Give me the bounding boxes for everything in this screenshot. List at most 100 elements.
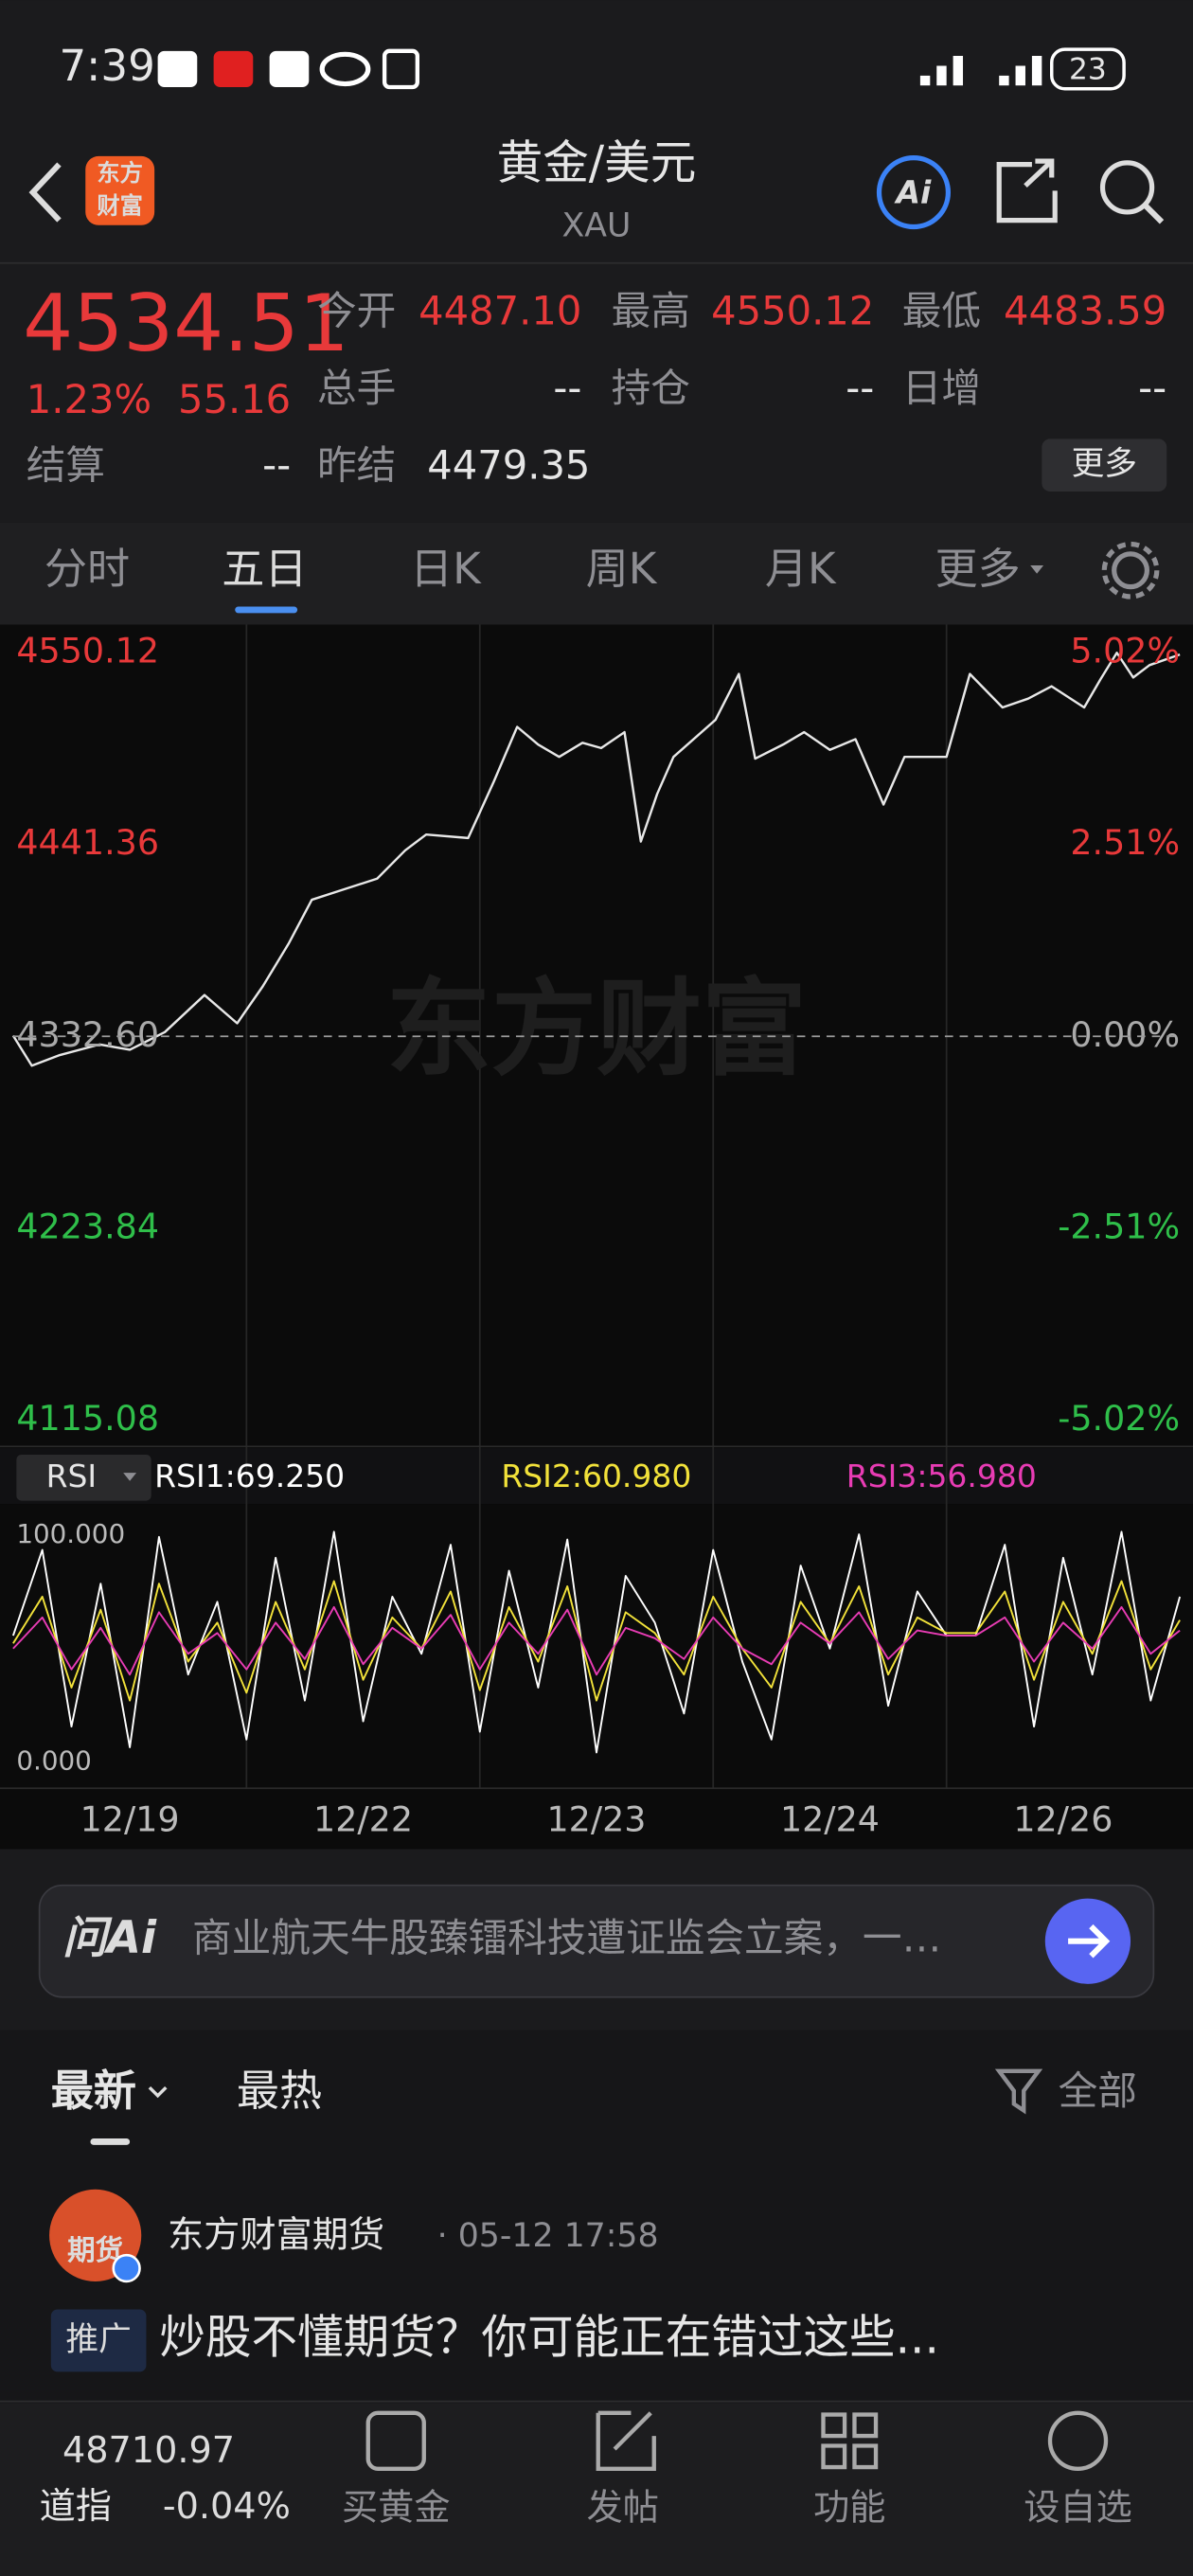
y-tick-label: 4550.12 xyxy=(16,631,159,671)
settings-button[interactable] xyxy=(1112,551,1150,590)
app-logo-text: 东方 xyxy=(97,159,143,187)
notif-icon xyxy=(382,48,419,90)
field-label: 持仓 xyxy=(612,365,690,411)
dropdown-arrow xyxy=(148,2085,168,2099)
status-time: 7:39 xyxy=(59,41,154,91)
rsi-line xyxy=(12,1580,1181,1702)
x-tick-label: 12/23 xyxy=(546,1799,646,1840)
tab-active[interactable]: 五日 xyxy=(222,544,307,594)
indicator-select[interactable] xyxy=(16,1454,151,1501)
ai-logo: 问Ai xyxy=(62,1913,157,1964)
filter-label[interactable]: 全部 xyxy=(1059,2067,1137,2114)
field-label: 日增 xyxy=(902,365,981,411)
rsi-line xyxy=(12,1605,1181,1676)
field-label: 最低 xyxy=(902,288,981,334)
nav-label[interactable]: 设自选 xyxy=(1024,2488,1132,2530)
y2-tick-label: -2.51% xyxy=(1058,1206,1180,1246)
tab-bar-bg xyxy=(0,522,1193,625)
promo-badge-label: 推广 xyxy=(65,2320,131,2358)
y-tick-label: 100.000 xyxy=(16,1518,125,1549)
index-value[interactable]: 48710.97 xyxy=(62,2430,235,2472)
field-label: 总手 xyxy=(317,365,396,411)
nav-icon[interactable] xyxy=(596,2410,656,2471)
ai-button-label[interactable]: Ai xyxy=(894,173,933,210)
index-change[interactable]: -0.04% xyxy=(163,2486,291,2528)
search-button[interactable] xyxy=(1143,203,1165,224)
field-value: -- xyxy=(1138,365,1166,411)
field-label: 最高 xyxy=(612,288,690,334)
feed-tab-active[interactable]: 最新 xyxy=(51,2066,136,2116)
dropdown-arrow xyxy=(123,1473,137,1481)
notif-icon xyxy=(213,50,254,88)
field-label: 昨结 xyxy=(317,442,396,489)
tab[interactable]: 分时 xyxy=(45,544,130,594)
app-logo-text: 财富 xyxy=(97,192,143,220)
more-button[interactable] xyxy=(1042,438,1167,492)
tab[interactable]: 更多 xyxy=(935,544,1021,594)
nav-icon[interactable] xyxy=(365,2410,426,2471)
y-tick-label: 0.000 xyxy=(16,1745,91,1777)
post-author[interactable]: 东方财富期货 xyxy=(168,2215,384,2257)
price-line xyxy=(11,652,1181,1067)
header-title: 黄金/美元 xyxy=(497,136,697,189)
nav-icon[interactable] xyxy=(1047,2410,1109,2471)
legend-entry: RSI1:69.250 xyxy=(154,1458,345,1494)
post-avatar-text: 期货 xyxy=(67,2234,123,2266)
search-button[interactable] xyxy=(1099,160,1155,215)
field-value: -- xyxy=(846,365,874,411)
field-value: 4483.59 xyxy=(1004,288,1166,334)
change-pct: 1.23% xyxy=(27,376,151,422)
tab[interactable]: 日K xyxy=(410,544,482,594)
nav-icon[interactable] xyxy=(821,2412,879,2470)
index-name[interactable]: 道指 xyxy=(40,2486,112,2528)
ai-search-text[interactable]: 商业航天牛股臻镭科技遭证监会立案，一… xyxy=(192,1915,941,1961)
legend-entry: RSI2:60.980 xyxy=(501,1458,691,1494)
y-tick-label: 4332.60 xyxy=(16,1014,159,1055)
tab[interactable]: 月K xyxy=(765,544,837,594)
feed-tab[interactable]: 最热 xyxy=(237,2066,322,2116)
ai-search-bar[interactable] xyxy=(38,1884,1155,1998)
filter-icon[interactable] xyxy=(994,2068,1043,2115)
y2-tick-label: -5.02% xyxy=(1058,1398,1180,1439)
post-text[interactable]: 炒股不懂期货？你可能正在错过这些... xyxy=(159,2311,939,2364)
field-value: 4479.35 xyxy=(427,442,590,489)
x-tick-label: 12/26 xyxy=(1013,1799,1113,1840)
notif-icon xyxy=(319,51,371,87)
last-price: 4534.51 xyxy=(23,277,348,369)
verified-badge xyxy=(112,2253,141,2283)
notif-icon xyxy=(157,50,198,88)
notif-icon xyxy=(269,50,310,88)
watermark: 东方财富 xyxy=(386,969,807,1091)
ai-send-icon[interactable] xyxy=(1068,1923,1111,1959)
field-label: 结算 xyxy=(27,442,105,489)
y2-tick-label: 0.00% xyxy=(1070,1014,1180,1055)
nav-label[interactable]: 功能 xyxy=(813,2488,885,2530)
rsi-header-bg xyxy=(0,1448,1193,1505)
nav-label[interactable]: 买黄金 xyxy=(342,2488,451,2530)
indicator-select-label[interactable]: RSI xyxy=(46,1458,98,1494)
tab-indicator xyxy=(235,606,298,614)
tab[interactable]: 周K xyxy=(586,544,658,594)
ai-button[interactable] xyxy=(876,155,952,230)
field-label: 今开 xyxy=(317,288,396,334)
x-tick-label: 12/19 xyxy=(80,1799,180,1840)
x-tick-label: 12/22 xyxy=(313,1799,413,1840)
more-button-label[interactable]: 更多 xyxy=(1072,445,1137,483)
chart-bg xyxy=(0,624,1193,1850)
charts: 东方财富 4550.12 4441.36 4332.60 4223.84 4115.08 5… xyxy=(0,624,1193,1840)
top-bg xyxy=(0,0,1193,523)
signal-icon xyxy=(919,56,1042,86)
field-value: -- xyxy=(553,365,581,411)
nav-label[interactable]: 发帖 xyxy=(587,2488,659,2530)
x-tick-label: 12/24 xyxy=(780,1799,880,1840)
change: 55.16 xyxy=(178,376,291,422)
share-button[interactable] xyxy=(996,158,1058,224)
back-button[interactable] xyxy=(28,162,62,223)
header-subtitle: XAU xyxy=(562,207,632,245)
settings-button[interactable] xyxy=(1101,541,1160,599)
promo-badge xyxy=(50,2309,147,2372)
battery-icon xyxy=(1050,47,1126,91)
field-value: -- xyxy=(262,442,291,489)
